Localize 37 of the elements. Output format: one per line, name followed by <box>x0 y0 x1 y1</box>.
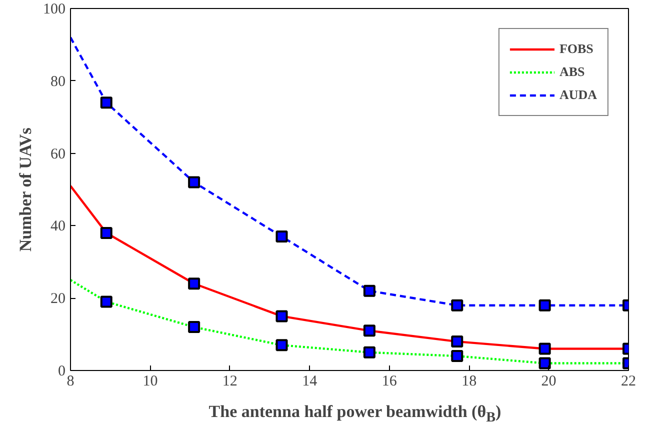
legend-label: ABS <box>559 64 585 80</box>
y-tick-label: 40 <box>50 218 66 235</box>
x-tick-label: 18 <box>462 374 477 390</box>
point <box>451 350 464 362</box>
y-tick-label: 100 <box>43 2 66 18</box>
legend-label: FOBS <box>559 41 594 57</box>
point <box>100 226 112 239</box>
point <box>538 357 551 370</box>
point <box>276 310 288 322</box>
x-tick-label: 10 <box>142 374 158 390</box>
point <box>276 230 288 243</box>
x-axis-title: The antenna half power beamwidth (θ$_{B}$) <box>208 401 502 428</box>
x-tick-label: 16 <box>382 374 398 390</box>
point <box>188 321 200 334</box>
point <box>100 296 112 308</box>
point <box>538 342 551 355</box>
point <box>538 299 551 312</box>
x-tick-label: 14 <box>302 374 318 390</box>
point <box>451 299 464 312</box>
point <box>188 176 200 188</box>
point <box>451 336 464 348</box>
point <box>363 346 376 358</box>
point <box>188 278 200 290</box>
point <box>363 284 376 297</box>
point <box>276 339 288 352</box>
y-tick-label: 60 <box>50 146 66 162</box>
point <box>363 324 376 337</box>
x-tick-label: 8 <box>66 374 74 390</box>
x-tick-label: 12 <box>222 374 238 390</box>
y-tick-label: 80 <box>50 74 66 90</box>
y-tick-label: 20 <box>50 291 66 308</box>
y-axis-title: Number of UAVs <box>16 127 35 252</box>
point <box>100 96 112 109</box>
x-tick-label: 20 <box>541 374 556 390</box>
x-tick-label: 22 <box>621 374 636 390</box>
legend-label: AUDA <box>559 87 597 103</box>
y-tick-label: 0 <box>58 364 66 380</box>
